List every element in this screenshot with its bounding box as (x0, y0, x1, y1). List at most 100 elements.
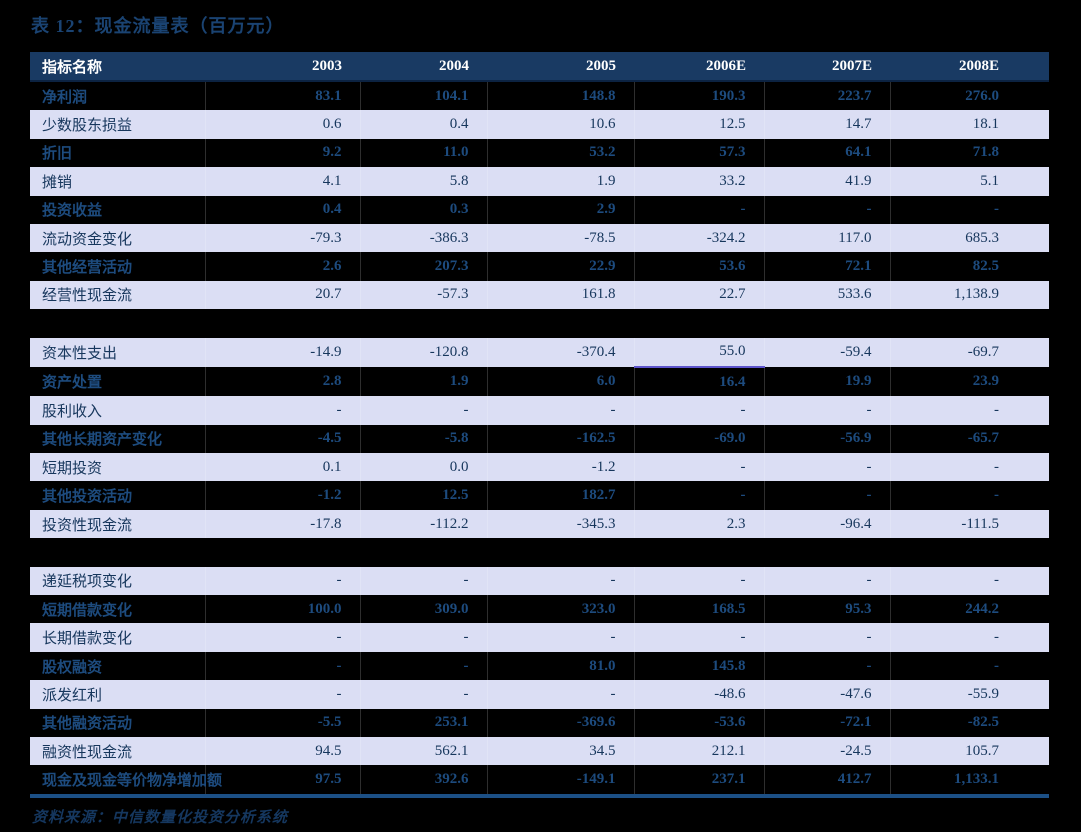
metric-label: 短期借款变化 (30, 595, 206, 624)
table-row: 长期借款变化 - - - - - - (30, 623, 1049, 652)
spacer-cell (30, 309, 1049, 338)
value-cell: 2.9 (487, 195, 635, 224)
value-cell: 0.0 (360, 453, 488, 482)
metric-label: 少数股东损益 (30, 110, 206, 139)
value-cell: 161.8 (487, 280, 635, 310)
metric-label: 长期借款变化 (30, 623, 206, 652)
metric-label: 其他长期资产变化 (30, 424, 206, 454)
table-row: 融资性现金流 94.5 562.1 34.5 212.1 -24.5 105.7 (30, 736, 1049, 766)
value-cell: - (634, 195, 765, 224)
value-cell: 223.7 (764, 81, 891, 111)
value-cell: 5.1 (980, 172, 999, 189)
value-cell: 190.3 (634, 81, 765, 111)
value-cell: - (764, 195, 891, 224)
value-cell: 2.6 (205, 252, 361, 281)
value-cell: 5.8 (360, 167, 488, 196)
value-cell: -79.3 (205, 223, 361, 253)
value-cell: 117.0 (764, 223, 891, 253)
value-cell: 41.9 (764, 167, 891, 196)
value-cell: 10.6 (487, 110, 635, 139)
value-cell: 33.2 (634, 167, 765, 196)
value-cell: - (994, 487, 999, 504)
spacer-row (30, 538, 1049, 567)
value-cell: - (994, 401, 999, 418)
table-row: 投资收益 0.4 0.3 2.9- - - (30, 195, 1049, 224)
value-cell: -47.6 (764, 680, 891, 709)
value-cell: 182.7 (487, 481, 635, 510)
value-cell: -5.5 (205, 708, 361, 737)
value-cell: 4.1 (205, 167, 361, 196)
value-cell: 22.9 (487, 252, 635, 281)
value-cell: - (634, 566, 765, 596)
value-cell: -120.8 (360, 337, 488, 367)
header-cell-year: 2008E (890, 52, 1049, 82)
metric-label: 短期投资 (30, 453, 206, 482)
table-row: 派发红利 - - - -48.6 -47.6 -55.9 (30, 680, 1049, 709)
header-cell-metric-name: 指标名称 (30, 52, 205, 82)
value-cell: - (764, 566, 891, 596)
value-cell: 0.6 (205, 110, 361, 139)
value-cell: -69.0 (634, 424, 765, 454)
table-row: 资产处置 2.8 1.9 6.0 16.4 19.9 23.9 (30, 366, 1049, 397)
value-cell: -370.4 (487, 337, 635, 367)
metric-label: 其他投资活动 (30, 481, 206, 510)
metric-label: 投资性现金流 (30, 509, 206, 539)
table-row: 折旧 9.2 11.0 53.2 57.3 64.1 71.8 (30, 138, 1049, 168)
value-cell: - (764, 453, 891, 482)
spacer-row (30, 309, 1049, 338)
table-row: 现金及现金等价物净增加额 97.5 392.6 -149.1 237.1 412.7 1,1… (30, 765, 1049, 794)
table-header-row: 指标名称 2003 2004 2005 2006E 2007E 2008E (30, 52, 1049, 82)
value-cell: 95.3 (764, 595, 891, 624)
value-cell: 18.1 (972, 116, 999, 133)
value-cell: 72.1 (764, 252, 891, 281)
value-cell: -14.9 (205, 337, 361, 367)
value-cell: -17.8 (205, 509, 361, 539)
value-cell: -57.3 (360, 280, 488, 310)
value-cell: - (487, 680, 635, 709)
table-row: 其他长期资产变化 -4.5 -5.8 -162.5 -69.0 -56.9 -65.7 (30, 424, 1049, 454)
value-cell: 244.2 (965, 600, 999, 617)
value-cell: - (634, 481, 765, 510)
value-cell: - (994, 201, 999, 218)
header-cell-year: 2003 (205, 52, 360, 82)
value-cell: 276.0 (965, 87, 999, 104)
value-cell: - (994, 657, 999, 674)
value-cell: 0.1 (205, 453, 361, 482)
value-cell: 97.5 (205, 765, 361, 794)
value-cell: 148.8 (487, 81, 635, 111)
value-cell: - (634, 623, 765, 652)
value-cell: -4.5 (205, 424, 361, 454)
metric-label: 经营性现金流 (30, 280, 206, 310)
value-cell: -149.1 (487, 765, 635, 794)
metric-label: 资产处置 (30, 366, 206, 397)
value-cell: - (487, 623, 635, 652)
value-cell: - (360, 651, 488, 681)
metric-label: 摊销 (30, 167, 206, 196)
value-cell: - (994, 572, 999, 589)
table-body: 净利润 83.1 104.1 148.8 190.3 223.7 276.0 少数股东损益 0.… (30, 81, 1049, 794)
value-cell: - (994, 458, 999, 475)
value-cell: 9.2 (205, 138, 361, 168)
table-row: 净利润 83.1 104.1 148.8 190.3 223.7 276.0 (30, 81, 1049, 111)
spacer-cell (30, 538, 1049, 567)
header-cell-year: 2004 (360, 52, 487, 82)
value-cell: - (634, 453, 765, 482)
metric-label: 递延税项变化 (30, 566, 206, 596)
value-cell: 145.8 (634, 651, 765, 681)
value-cell: -162.5 (487, 424, 635, 454)
metric-label: 派发红利 (30, 680, 206, 709)
value-cell: 0.4 (205, 195, 361, 224)
value-cell: 1.9 (360, 366, 488, 397)
value-cell: 81.0 (487, 651, 635, 681)
table-row: 资本性支出 -14.9 -120.8 -370.4 55.0 -59.4 -69.7 (30, 337, 1049, 368)
metric-label: 净利润 (30, 81, 206, 111)
source-note: 资料来源：中信数量化投资分析系统 (32, 809, 289, 826)
value-cell: 392.6 (360, 765, 488, 794)
value-cell: -65.7 (967, 430, 999, 447)
metric-label: 现金及现金等价物净增加额 (30, 765, 222, 794)
value-cell: 105.7 (965, 742, 999, 759)
value-cell: -24.5 (764, 736, 891, 766)
metric-label: 股利收入 (30, 396, 206, 425)
value-cell: 2.3 (634, 509, 765, 539)
